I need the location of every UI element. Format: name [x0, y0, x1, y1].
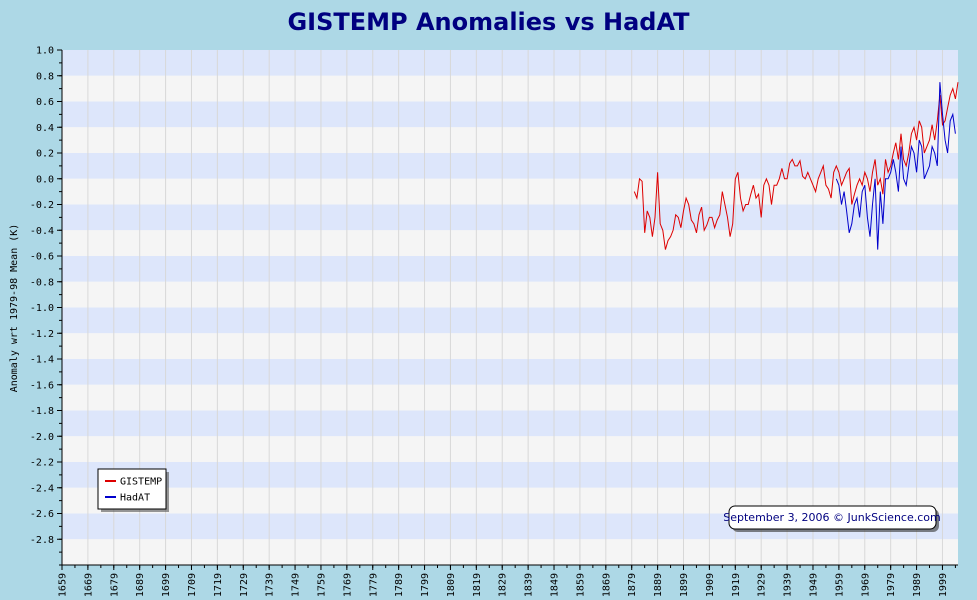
x-tick-label: 1949 [808, 573, 819, 597]
series-lines [633, 82, 959, 250]
x-tick-label: 1899 [679, 573, 690, 597]
x-tick-label: 1979 [886, 573, 897, 597]
legend-label: GISTEMP [120, 477, 162, 488]
x-tick-label: 1729 [239, 573, 250, 597]
x-tick-label: 1809 [446, 573, 457, 597]
y-tick-label: -2.2 [30, 458, 54, 469]
y-tick-label: 0.4 [36, 123, 54, 134]
x-tick-label: 1889 [653, 573, 664, 597]
legend-label: HadAT [120, 493, 150, 504]
x-tick-label: 1969 [860, 573, 871, 597]
y-tick-label: -1.0 [30, 303, 54, 314]
vertical-gridlines [61, 50, 943, 565]
y-tick-label: -1.2 [30, 329, 54, 340]
legend: GISTEMP HadAT [97, 468, 169, 512]
x-tick-label: 1799 [420, 573, 431, 597]
x-tick-label: 1869 [601, 573, 612, 597]
y-tick-label: -0.8 [30, 277, 54, 288]
y-tick-label: 0.0 [36, 174, 54, 185]
x-tick-label: 1789 [394, 573, 405, 597]
x-tick-label: 1919 [731, 573, 742, 597]
x-tick-label: 1879 [627, 573, 638, 597]
x-tick-label: 1909 [705, 573, 716, 597]
series-hadat [835, 82, 956, 250]
x-tick-label: 1769 [342, 573, 353, 597]
chart-title: GISTEMP Anomalies vs HadAT [287, 8, 690, 36]
y-tick-label: 1.0 [36, 46, 54, 57]
x-tick-label: 1839 [524, 573, 535, 597]
series-gistemp [633, 82, 959, 250]
x-tick-label: 1999 [938, 573, 949, 597]
y-tick-label: -1.6 [30, 380, 54, 391]
x-tick-label: 1749 [291, 573, 302, 597]
x-tick-label: 1669 [83, 573, 94, 597]
y-tick-label: -1.4 [30, 355, 54, 366]
y-tick-label: 0.8 [36, 71, 54, 82]
credit-box: September 3, 2006 © JunkScience.com [723, 505, 941, 532]
y-tick-label: -2.4 [30, 483, 54, 494]
y-tick-label: -2.8 [30, 535, 54, 546]
x-tick-label: 1929 [757, 573, 768, 597]
y-tick-label: -0.6 [30, 252, 54, 263]
x-tick-label: 1739 [265, 573, 276, 597]
y-axis-label: Anomaly wrt 1979-98 Mean (K) [9, 224, 20, 393]
credit-text: September 3, 2006 © JunkScience.com [723, 511, 940, 524]
x-tick-label: 1759 [316, 573, 327, 597]
x-tick-label: 1779 [368, 573, 379, 597]
x-tick-label: 1989 [912, 573, 923, 597]
x-tick-label: 1849 [550, 573, 561, 597]
x-tick-label: 1659 [58, 573, 69, 597]
x-tick-label: 1679 [109, 573, 120, 597]
y-tick-label: -2.6 [30, 509, 54, 520]
y-tick-label: -0.4 [30, 226, 54, 237]
x-tick-label: 1819 [472, 573, 483, 597]
y-tick-labels: 1.0 0.8 0.6 0.4 0.2 0.0 -0.2 -0.4 -0.6 -0.8 -1.0 -1… [30, 46, 62, 546]
y-tick-label: 0.6 [36, 97, 54, 108]
x-tick-labels: 1659 1669 1679 1689 1699 1709 1719 1729 1739 1749… [58, 565, 949, 597]
x-tick-label: 1859 [575, 573, 586, 597]
y-tick-label: 0.2 [36, 149, 54, 160]
x-tick-label: 1699 [161, 573, 172, 597]
x-tick-label: 1939 [783, 573, 794, 597]
x-tick-label: 1689 [135, 573, 146, 597]
y-tick-label: -1.8 [30, 406, 54, 417]
y-tick-label: -0.2 [30, 200, 54, 211]
x-tick-label: 1719 [213, 573, 224, 597]
x-tick-label: 1959 [834, 573, 845, 597]
x-tick-label: 1829 [498, 573, 509, 597]
x-tick-label: 1709 [187, 573, 198, 597]
y-tick-label: -2.0 [30, 432, 54, 443]
plot-bands [62, 50, 958, 565]
